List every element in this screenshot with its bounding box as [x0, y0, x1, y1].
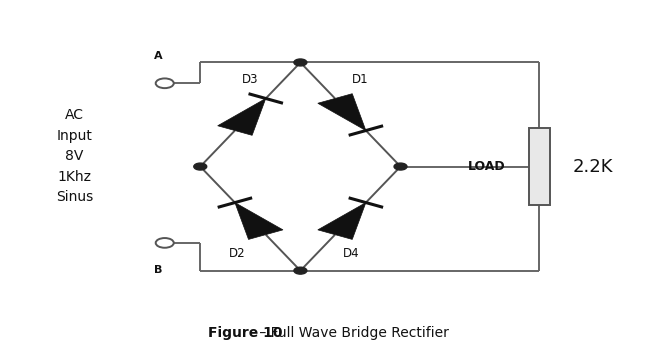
Circle shape	[194, 163, 207, 170]
Bar	[529, 128, 550, 205]
Text: D2: D2	[229, 247, 246, 260]
Text: LOAD: LOAD	[468, 160, 506, 173]
Polygon shape	[218, 99, 266, 135]
Text: D4: D4	[342, 247, 359, 260]
Text: Figure 10: Figure 10	[208, 326, 283, 340]
Text: – Full Wave Bridge Rectifier: – Full Wave Bridge Rectifier	[255, 326, 449, 340]
Text: D3: D3	[242, 73, 259, 86]
Text: D1: D1	[352, 73, 369, 86]
Circle shape	[156, 238, 174, 248]
Text: AC
Input
8V
1Khz
Sinus: AC Input 8V 1Khz Sinus	[56, 108, 93, 204]
Text: A: A	[154, 51, 163, 61]
Circle shape	[294, 267, 307, 274]
Polygon shape	[318, 94, 366, 130]
Circle shape	[294, 59, 307, 66]
Polygon shape	[318, 203, 366, 239]
Polygon shape	[235, 203, 283, 239]
Circle shape	[394, 163, 407, 170]
Text: B: B	[154, 265, 162, 276]
Circle shape	[156, 78, 174, 88]
Text: 2.2K: 2.2K	[573, 158, 614, 176]
